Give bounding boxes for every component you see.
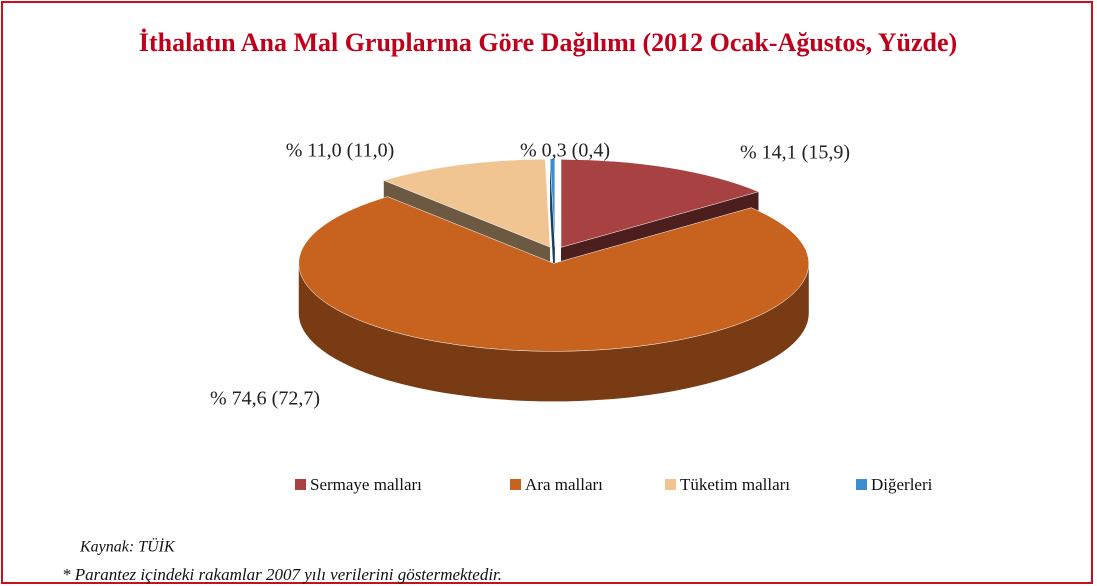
legend-label: Diğerleri xyxy=(871,475,933,494)
slice xyxy=(383,158,551,248)
slice xyxy=(298,196,810,352)
legend-label: Ara malları xyxy=(525,475,603,494)
legend-swatch xyxy=(856,479,867,490)
legend-swatch xyxy=(510,479,521,490)
slice-edge xyxy=(550,158,555,297)
data-label: % 74,6 (72,7) xyxy=(210,388,320,410)
slice-side xyxy=(298,263,809,402)
slice xyxy=(560,159,760,248)
source: Kaynak: TÜİK xyxy=(79,538,176,556)
footnote: * Parantez içindeki rakamlar 2007 yılı v… xyxy=(62,565,502,584)
legend-swatch xyxy=(665,479,676,490)
data-label: % 11,0 (11,0) xyxy=(286,140,395,162)
slice xyxy=(549,158,556,247)
legend-label: Tüketim malları xyxy=(680,475,790,494)
data-label: % 0,3 (0,4) xyxy=(520,140,610,162)
chart-title: İthalatın Ana Mal Gruplarına Göre Dağılı… xyxy=(139,28,957,57)
data-label: % 14,1 (15,9) xyxy=(740,142,850,164)
legend-swatch xyxy=(295,479,306,490)
legend-label: Sermaye malları xyxy=(310,475,422,494)
